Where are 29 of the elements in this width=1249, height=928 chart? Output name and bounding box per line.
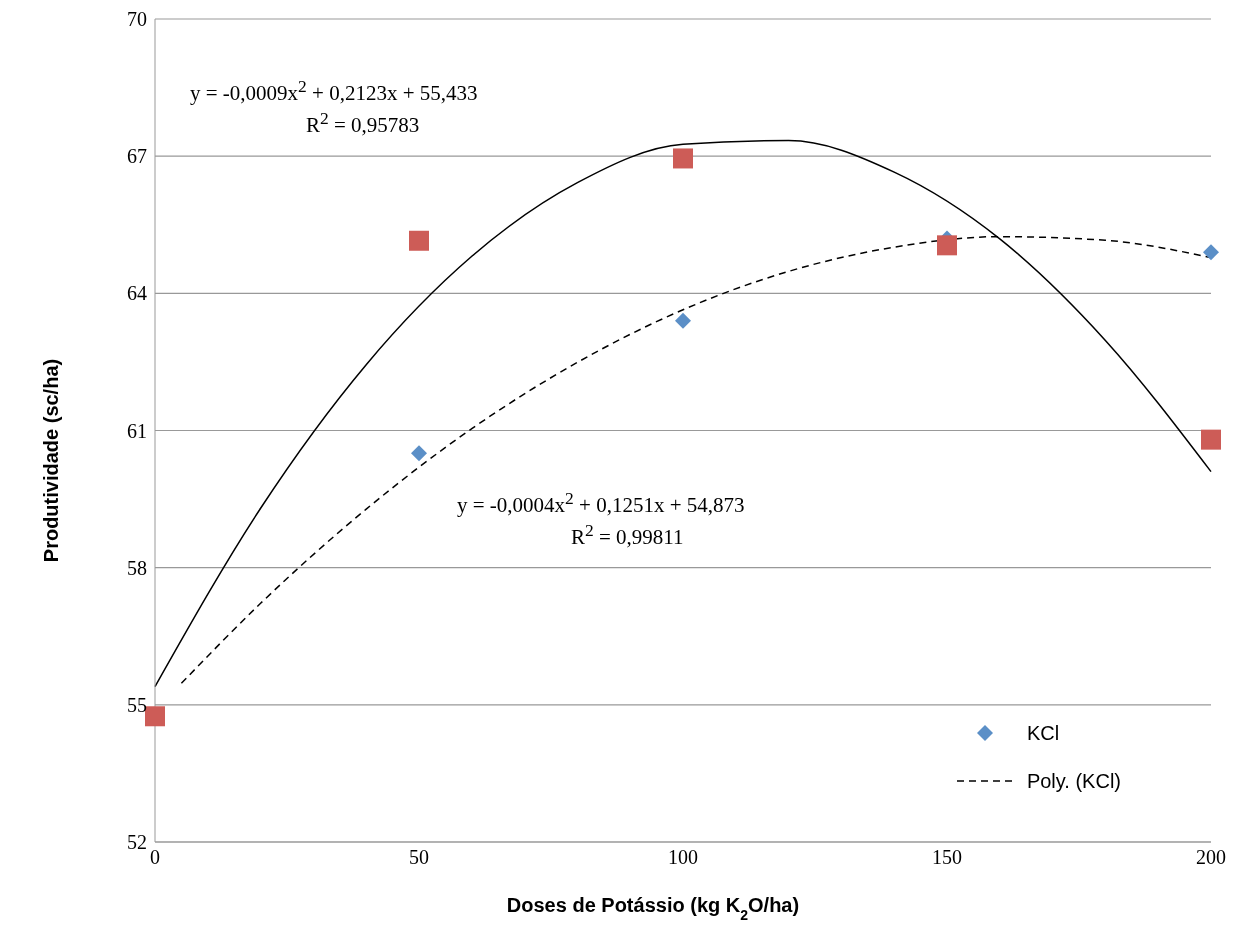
- legend-label: Poly. (KCl): [1026, 769, 1121, 793]
- annotation: y = -0,0009x$^{2}$ + 0,2123x + 55,433: [190, 76, 478, 106]
- y-tick-label: 55: [127, 693, 147, 716]
- y-tick-label: 52: [127, 831, 147, 854]
- annotation: R$^{2}$ = 0,99811: [571, 520, 684, 550]
- point: [673, 148, 693, 169]
- y-tick-label: 67: [127, 145, 147, 168]
- y-tick-label: 61: [127, 419, 147, 442]
- point: [1201, 429, 1221, 450]
- point: [409, 230, 429, 251]
- point: [145, 706, 165, 727]
- x-axis-title: Doses de Potássio (kg K$_{2}$O/ha): [506, 894, 800, 923]
- x-tick-label: 200: [1196, 846, 1226, 869]
- annotation: R$^{2}$ = 0,95783: [306, 108, 420, 138]
- x-tick-label: 100: [668, 846, 698, 869]
- y-tick-label: 58: [127, 556, 147, 579]
- point: [937, 235, 957, 256]
- point: [411, 445, 427, 462]
- x-tick-label: 150: [932, 846, 962, 869]
- legend-label: KCl: [1026, 721, 1060, 745]
- annotation: y = -0,0004x$^{2}$ + 0,1251x + 54,873: [457, 488, 745, 518]
- point: [1203, 244, 1219, 261]
- point: [675, 312, 691, 329]
- x-tick-label: 0: [150, 846, 160, 869]
- x-tick-label: 50: [409, 846, 429, 869]
- y-tick-label: 70: [127, 8, 147, 31]
- y-tick-label: 64: [127, 282, 147, 305]
- y-axis-title: Produtividade (sc/ha): [40, 358, 62, 563]
- line-series: [154, 139, 1212, 688]
